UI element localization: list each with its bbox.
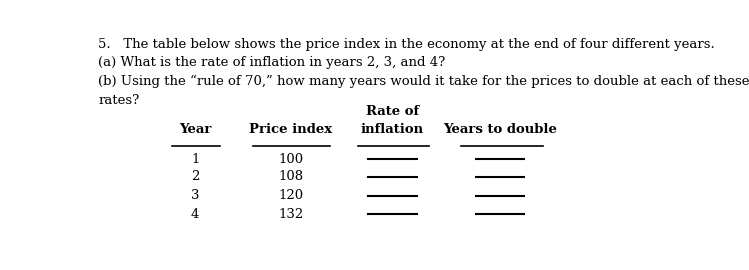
Text: Rate of: Rate of — [366, 105, 419, 118]
Text: 100: 100 — [279, 153, 303, 166]
Text: (b) Using the “rule of 70,” how many years would it take for the prices to doubl: (b) Using the “rule of 70,” how many yea… — [98, 75, 749, 88]
Text: 3: 3 — [191, 189, 199, 202]
Text: 132: 132 — [279, 208, 303, 221]
Text: 4: 4 — [191, 208, 199, 221]
Text: (a) What is the rate of inflation in years 2, 3, and 4?: (a) What is the rate of inflation in yea… — [98, 56, 446, 69]
Text: 5.   The table below shows the price index in the economy at the end of four dif: 5. The table below shows the price index… — [98, 38, 715, 50]
Text: inflation: inflation — [361, 123, 424, 136]
Text: Year: Year — [179, 123, 211, 136]
Text: Price index: Price index — [249, 123, 333, 136]
Text: 2: 2 — [191, 170, 199, 183]
Text: rates?: rates? — [98, 94, 139, 107]
Text: 1: 1 — [191, 153, 199, 166]
Text: 108: 108 — [279, 170, 303, 183]
Text: 120: 120 — [279, 189, 303, 202]
Text: Years to double: Years to double — [443, 123, 557, 136]
